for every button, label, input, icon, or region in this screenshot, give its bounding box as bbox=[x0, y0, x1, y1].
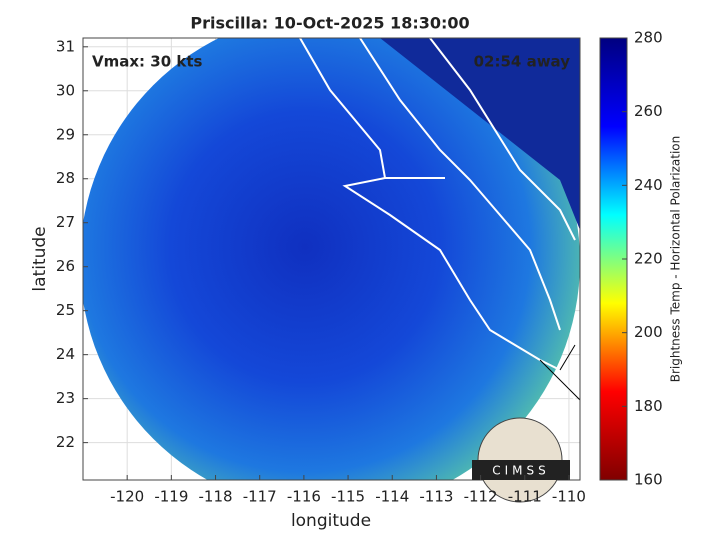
y-axis-label: latitude bbox=[30, 226, 50, 291]
colorbar-tick-label: 220 bbox=[634, 250, 663, 268]
colorbar-tick-label: 260 bbox=[634, 102, 663, 120]
y-tick-label: 27 bbox=[56, 213, 75, 231]
x-tick-label: -110 bbox=[552, 488, 586, 506]
colorbar-tick-label: 240 bbox=[634, 176, 663, 194]
colorbar-tick-label: 200 bbox=[634, 323, 663, 341]
logo: CIMSS bbox=[472, 417, 570, 503]
x-tick-label: -117 bbox=[243, 488, 277, 506]
vmax-label: Vmax: 30 kts bbox=[92, 53, 202, 71]
y-tick-label: 26 bbox=[56, 257, 75, 275]
y-tick-label: 29 bbox=[56, 125, 75, 143]
x-axis-label: longitude bbox=[291, 511, 371, 531]
x-tick-label: -116 bbox=[287, 488, 321, 506]
swath-disk bbox=[83, 38, 580, 480]
coastline bbox=[359, 38, 561, 331]
y-tick-label: 23 bbox=[56, 389, 75, 407]
logo-text: CIMSS bbox=[492, 464, 550, 478]
x-tick-label: -120 bbox=[110, 488, 144, 506]
colorbar-tick-label: 180 bbox=[634, 397, 663, 415]
coastline bbox=[299, 38, 576, 401]
x-tick-label: -114 bbox=[375, 488, 409, 506]
x-tick-label: -112 bbox=[464, 488, 498, 506]
plot-frame bbox=[82, 37, 581, 481]
x-tick-label: -119 bbox=[154, 488, 188, 506]
x-tick-label: -115 bbox=[331, 488, 365, 506]
y-tick-label: 31 bbox=[56, 37, 75, 55]
y-tick-label: 28 bbox=[56, 169, 75, 187]
x-tick-label: -118 bbox=[199, 488, 233, 506]
colorbar-tick-label: 160 bbox=[634, 471, 663, 489]
y-tick-label: 22 bbox=[56, 433, 75, 451]
land-region bbox=[380, 38, 580, 230]
y-tick-label: 30 bbox=[56, 81, 75, 99]
y-tick-label: 25 bbox=[56, 301, 75, 319]
satellite-swath bbox=[83, 38, 580, 480]
x-tick-label: -111 bbox=[508, 488, 542, 506]
x-tick-label: -113 bbox=[419, 488, 453, 506]
time-away-label: 02:54 away bbox=[474, 53, 571, 71]
coastline bbox=[429, 38, 576, 241]
colorbar-label: Brightness Temp - Horizontal Polarizatio… bbox=[669, 136, 683, 383]
colorbar-tick-label: 280 bbox=[634, 29, 663, 47]
title: Priscilla: 10-Oct-2025 18:30:00 bbox=[190, 14, 469, 33]
y-tick-label: 24 bbox=[56, 345, 75, 363]
coastline-outside bbox=[539, 344, 580, 401]
